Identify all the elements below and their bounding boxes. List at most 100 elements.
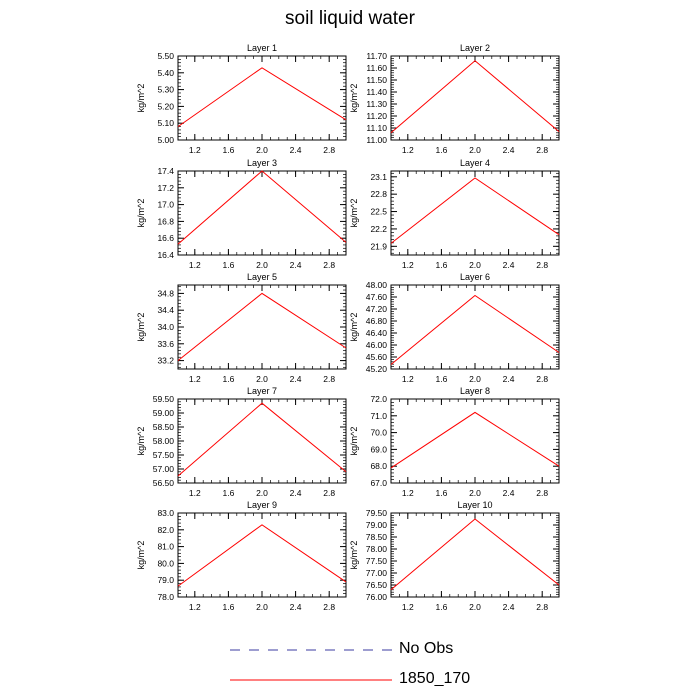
panel-title: Layer 9 (247, 500, 277, 510)
layer-1-panel: Layer 1 kg/m^2 1.2 1.6 2.0 2.4 2.8 5.00 5.10 5.20… (136, 43, 347, 155)
x-tick-label: 1.2 (189, 602, 201, 612)
layer-7-panel: Layer 7 kg/m^2 1.2 1.6 2.0 2.4 2.8 56.50 57.00 57… (136, 386, 347, 498)
layer-5-panel: Layer 5 kg/m^2 1.2 1.6 2.0 2.4 2.8 33.2 33.6 34.0… (136, 272, 347, 384)
x-tick-label: 2.8 (323, 488, 335, 498)
x-tick-label: 2.4 (290, 260, 302, 270)
x-tick-label: 2.4 (290, 374, 302, 384)
y-tick-label: 59.50 (153, 394, 175, 404)
plot-frame (390, 170, 560, 256)
x-tick-label: 1.2 (402, 374, 414, 384)
y-tick-label: 5.10 (157, 118, 174, 128)
y-tick-label: 78.50 (366, 532, 388, 542)
x-tick-label: 2.0 (256, 145, 268, 155)
x-tick-label: 2.0 (469, 260, 481, 270)
y-tick-label: 17.2 (157, 183, 174, 193)
y-axis-label: kg/m^2 (349, 199, 359, 228)
y-tick-label: 17.4 (157, 166, 174, 176)
panel-title: Layer 3 (247, 158, 277, 168)
x-tick-label: 1.6 (435, 145, 447, 155)
x-tick-label: 1.6 (222, 602, 234, 612)
y-axis-label: kg/m^2 (349, 84, 359, 113)
y-tick-label: 11.00 (366, 135, 387, 145)
x-tick-label: 2.8 (536, 488, 548, 498)
series-line-1850-170 (177, 170, 347, 245)
y-tick-label: 81.0 (157, 542, 174, 552)
panel-title: Layer 4 (460, 158, 490, 168)
y-tick-label: 16.6 (157, 233, 174, 243)
y-tick-label: 79.00 (366, 520, 388, 530)
y-tick-label: 11.10 (366, 123, 387, 133)
y-tick-label: 16.8 (157, 216, 174, 226)
y-tick-label: 58.00 (153, 436, 175, 446)
y-tick-label: 45.60 (366, 352, 388, 362)
y-tick-label: 56.50 (153, 478, 175, 488)
plot-frame (177, 55, 347, 141)
y-axis-label: kg/m^2 (136, 199, 146, 228)
y-axis-label: kg/m^2 (136, 427, 146, 456)
panel-title: Layer 7 (247, 386, 277, 396)
panel-title: Layer 8 (460, 386, 490, 396)
y-tick-label: 23.1 (370, 172, 387, 182)
x-tick-label: 2.8 (536, 145, 548, 155)
layer-2-panel: Layer 2 kg/m^2 1.2 1.6 2.0 2.4 2.8 11.00 11.10 11… (349, 43, 560, 155)
y-tick-label: 78.0 (157, 592, 174, 602)
x-tick-label: 2.4 (290, 145, 302, 155)
y-tick-label: 57.00 (153, 464, 175, 474)
plot-frame (177, 170, 347, 256)
y-tick-label: 16.4 (157, 250, 174, 260)
x-tick-label: 2.4 (503, 145, 515, 155)
plot-frame (177, 512, 347, 598)
y-tick-label: 34.8 (157, 288, 174, 298)
y-tick-label: 57.50 (153, 450, 175, 460)
x-tick-label: 1.6 (222, 488, 234, 498)
x-tick-label: 2.8 (323, 374, 335, 384)
panel-title: Layer 6 (460, 272, 490, 282)
x-tick-label: 2.0 (256, 260, 268, 270)
x-tick-label: 2.0 (469, 602, 481, 612)
y-tick-label: 83.0 (157, 508, 174, 518)
x-tick-label: 2.0 (469, 145, 481, 155)
y-tick-label: 46.80 (366, 316, 388, 326)
x-tick-label: 2.8 (536, 374, 548, 384)
x-tick-label: 2.8 (323, 260, 335, 270)
plot-frame (390, 512, 560, 598)
x-tick-label: 2.8 (536, 602, 548, 612)
layer-10-panel: Layer 10 kg/m^2 1.2 1.6 2.0 2.4 2.8 76.00 76.50 7… (349, 500, 560, 612)
x-tick-label: 1.2 (402, 602, 414, 612)
x-tick-label: 2.4 (290, 488, 302, 498)
x-tick-label: 1.6 (222, 145, 234, 155)
panel-title: Layer 5 (247, 272, 277, 282)
y-tick-label: 34.4 (157, 305, 174, 315)
y-tick-label: 11.40 (366, 87, 387, 97)
x-tick-label: 1.6 (435, 488, 447, 498)
y-tick-label: 11.60 (366, 63, 387, 73)
plot-frame (390, 284, 560, 370)
y-tick-label: 22.5 (370, 207, 387, 217)
series-line-1850-170 (390, 177, 560, 244)
y-tick-label: 82.0 (157, 525, 174, 535)
layer-3-panel: Layer 3 kg/m^2 1.2 1.6 2.0 2.4 2.8 16.4 16.6 16.8… (136, 158, 347, 270)
y-tick-label: 21.9 (370, 241, 387, 251)
layer-9-panel: Layer 9 kg/m^2 1.2 1.6 2.0 2.4 2.8 78.0 79.0 80.0… (136, 500, 347, 612)
y-tick-label: 46.40 (366, 328, 388, 338)
y-tick-label: 5.30 (157, 85, 174, 95)
series-line-1850-170 (390, 411, 560, 469)
plot-frame (390, 398, 560, 484)
x-tick-label: 2.0 (469, 374, 481, 384)
y-axis-label: kg/m^2 (349, 541, 359, 570)
y-tick-label: 68.0 (370, 461, 387, 471)
y-tick-label: 46.00 (366, 340, 388, 350)
y-tick-label: 70.0 (370, 428, 387, 438)
y-axis-label: kg/m^2 (349, 313, 359, 342)
y-tick-label: 59.00 (153, 408, 175, 418)
y-tick-label: 17.0 (157, 200, 174, 210)
x-tick-label: 2.4 (503, 374, 515, 384)
layer-6-panel: Layer 6 kg/m^2 1.2 1.6 2.0 2.4 2.8 45.20 45.60 46… (349, 272, 560, 384)
y-tick-label: 79.50 (366, 508, 388, 518)
y-tick-label: 79.0 (157, 575, 174, 585)
y-tick-label: 34.0 (157, 322, 174, 332)
y-tick-label: 69.0 (370, 444, 387, 454)
plot-frame (177, 284, 347, 370)
y-tick-label: 22.8 (370, 189, 387, 199)
